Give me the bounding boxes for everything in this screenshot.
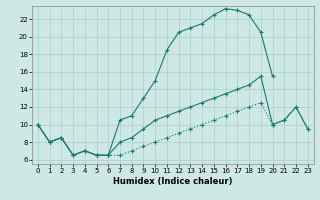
X-axis label: Humidex (Indice chaleur): Humidex (Indice chaleur) [113, 177, 233, 186]
